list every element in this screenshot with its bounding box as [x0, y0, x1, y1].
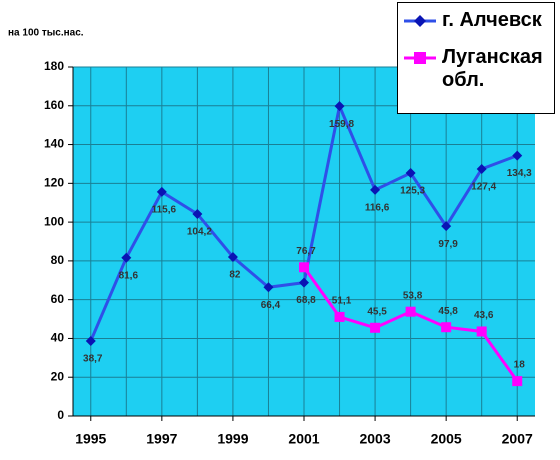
data-label: 81,6: [119, 270, 139, 281]
y-axis-label: на 100 тыс.нас.: [8, 28, 84, 39]
data-label: 45,5: [367, 306, 387, 317]
data-point: [156, 186, 167, 197]
y-tick-label: 100: [44, 214, 64, 228]
y-tick-label: 180: [44, 59, 64, 73]
data-point: [121, 252, 132, 263]
data-point: [512, 150, 523, 161]
legend-marker: [414, 52, 426, 64]
data-label: 76,7: [296, 246, 316, 257]
legend: г. Алчевск Луганская обл.: [397, 2, 555, 114]
data-point: [370, 322, 381, 333]
data-point: [476, 326, 487, 337]
data-point: [263, 282, 274, 293]
x-tick-label: 1997: [146, 431, 177, 447]
x-tick-label: 1999: [217, 431, 248, 447]
data-point: [334, 101, 345, 112]
data-point: [299, 262, 309, 273]
data-label: 116,6: [365, 203, 390, 214]
y-tick-label: 160: [44, 98, 64, 112]
legend-marker: [414, 15, 426, 27]
data-label: 53,8: [403, 290, 423, 301]
legend-swatch: [404, 52, 436, 64]
data-label: 104,2: [187, 227, 212, 238]
data-point: [405, 168, 416, 179]
legend-entry: г. Алчевск: [402, 9, 550, 32]
data-label: 115,6: [152, 205, 177, 216]
data-point: [370, 184, 381, 195]
data-label: 68,8: [296, 295, 316, 306]
data-point: [441, 221, 452, 232]
data-point: [334, 311, 345, 322]
data-label: 66,4: [261, 300, 281, 311]
y-tick-label: 20: [51, 369, 65, 383]
data-point: [512, 376, 523, 387]
data-point: [476, 163, 487, 174]
data-label: 159,8: [329, 119, 354, 130]
legend-label: Луганская обл.: [442, 46, 543, 91]
data-point: [405, 306, 416, 317]
data-point: [441, 322, 452, 333]
legend-swatch: [404, 15, 436, 27]
y-tick-label: 0: [57, 408, 64, 422]
data-label: 38,7: [83, 354, 103, 365]
y-tick-label: 60: [51, 292, 65, 306]
x-tick-label: 1995: [75, 431, 106, 447]
data-label: 45,8: [438, 306, 458, 317]
data-label: 127,4: [471, 182, 496, 193]
data-label: 18: [514, 360, 526, 371]
data-label: 97,9: [438, 239, 458, 250]
y-tick-label: 140: [44, 137, 64, 151]
legend-label: г. Алчевск: [442, 9, 542, 31]
data-label: 43,6: [474, 310, 494, 321]
y-tick-label: 80: [51, 253, 65, 267]
data-label: 125,3: [400, 186, 425, 197]
x-tick-label: 2005: [431, 431, 462, 447]
data-point: [192, 208, 203, 219]
y-tick-label: 40: [51, 331, 65, 345]
legend-entry: Луганская обл.: [402, 46, 550, 92]
data-label: 51,1: [332, 296, 352, 307]
x-tick-label: 2007: [502, 431, 533, 447]
data-point: [227, 252, 238, 263]
data-point: [299, 277, 309, 288]
x-tick-label: 2001: [288, 431, 319, 447]
data-label: 82: [229, 270, 241, 281]
y-tick-label: 120: [44, 176, 64, 190]
data-label: 134,3: [507, 168, 532, 179]
data-point: [85, 335, 96, 346]
x-tick-label: 2003: [359, 431, 390, 447]
